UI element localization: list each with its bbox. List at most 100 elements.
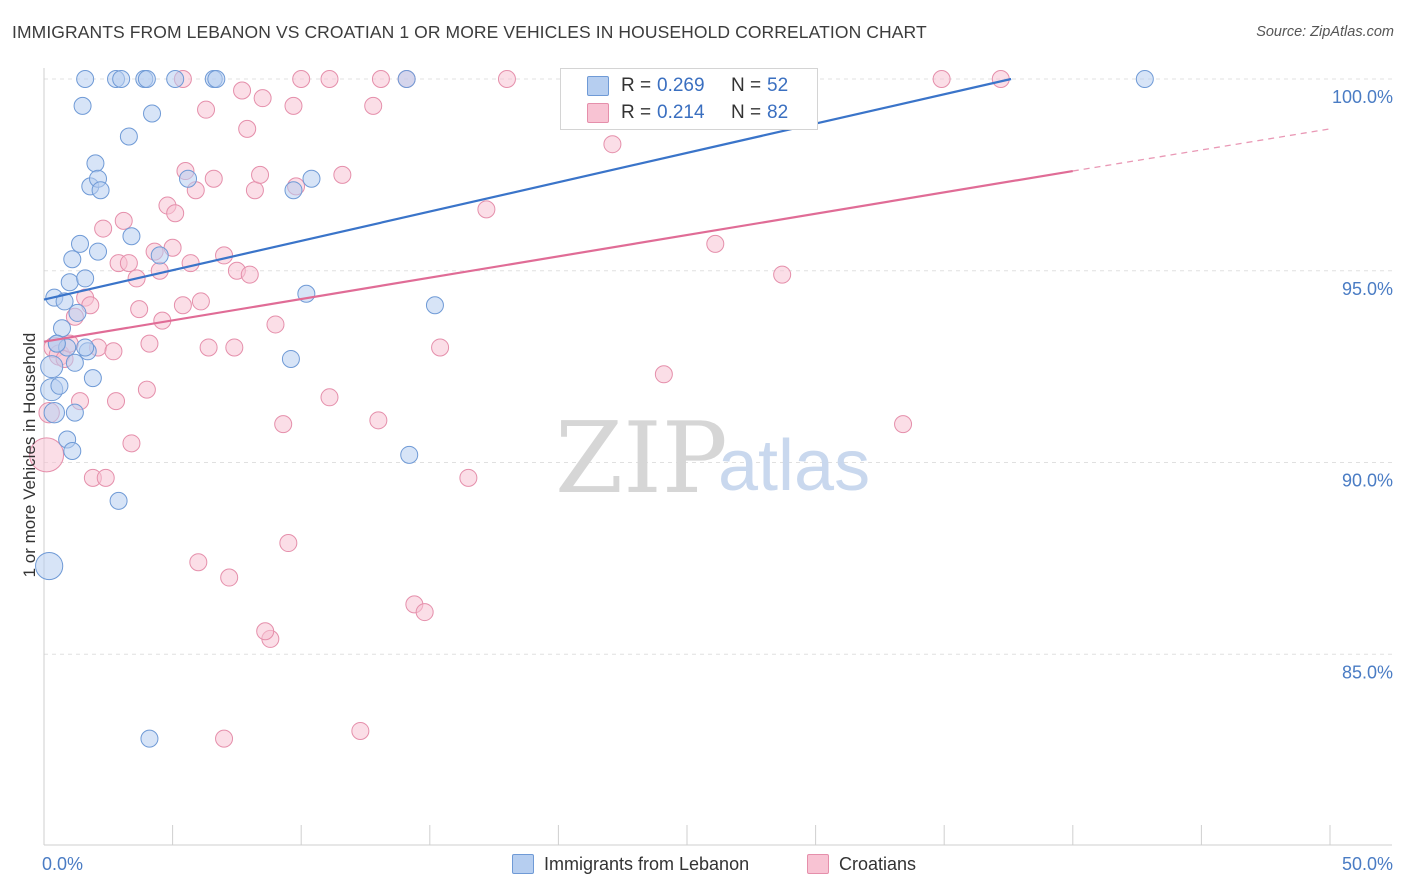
legend-n-value: 52 [767, 75, 789, 96]
tick-labels: 100.0% 95.0% 90.0% 85.0% 0.0% 50.0% [42, 87, 1393, 874]
lebanon-point [65, 403, 84, 422]
croatians-point [107, 392, 126, 411]
lebanon-point [1135, 70, 1154, 88]
croatians-point [189, 553, 208, 572]
lebanon-point [73, 96, 92, 115]
croatians-point [292, 70, 311, 88]
lebanon-point [55, 292, 74, 311]
croatians-point [706, 234, 725, 253]
lebanon-point [302, 169, 321, 188]
croatians-point [251, 165, 270, 184]
croatians-point [932, 70, 951, 88]
lebanon-point [122, 227, 141, 246]
correlation-legend: R = 0.269 N = 52 R = 0.214 N = 82 [560, 68, 818, 130]
croatians-point [96, 468, 115, 487]
croatians-point [204, 169, 223, 188]
croatians-point [279, 534, 298, 553]
croatians-point [191, 292, 210, 311]
croatians-point [130, 300, 149, 319]
croatians-point [220, 568, 239, 587]
croatians-point [166, 204, 185, 223]
gridlines [44, 78, 1392, 655]
legend-swatch-lebanon [512, 854, 534, 874]
croatians-point [431, 338, 450, 357]
lebanon-point [143, 104, 162, 123]
watermark-zip: ZIP [555, 402, 728, 516]
lebanon-point [65, 353, 84, 372]
x-tick-label: 50.0% [1342, 854, 1393, 874]
croatians-point [225, 338, 244, 357]
lebanon-point [207, 70, 226, 88]
croatians-point [320, 70, 339, 88]
y-tick-label: 100.0% [1332, 87, 1393, 107]
lebanon-point [397, 70, 416, 88]
legend-r-value: 0.214 [657, 102, 705, 123]
croatians-point [894, 415, 913, 434]
legend-r-label: R = [621, 102, 652, 123]
croatians-point [274, 415, 293, 434]
croatians-trend-extension [1072, 128, 1331, 172]
lebanon-point [76, 269, 95, 288]
lebanon-point [425, 296, 444, 315]
croatians-point [497, 70, 516, 88]
croatians-point [215, 246, 234, 265]
lebanon-point [50, 376, 69, 395]
lebanon-point [89, 242, 108, 261]
croatians-point [773, 265, 792, 284]
croatians-point [173, 296, 192, 315]
legend-swatch-croatians [807, 854, 829, 874]
croatians-point [104, 342, 123, 361]
croatians-point [199, 338, 218, 357]
croatians-point [256, 622, 275, 641]
lebanon-point [400, 445, 419, 464]
legend-label-croatians: Croatians [839, 854, 917, 874]
lebanon-point [68, 303, 87, 322]
y-axis-label: 1 or more Vehicles in Household [20, 333, 39, 578]
legend-n-value: 82 [767, 102, 789, 123]
lebanon-point [60, 273, 79, 292]
croatians-point [233, 81, 252, 100]
legend-swatch-croatians [587, 103, 609, 123]
lebanon-point [35, 551, 64, 581]
croatians-point [477, 200, 496, 219]
croatians-point [215, 729, 234, 748]
lebanon-point [83, 369, 102, 388]
croatians-point [114, 211, 133, 230]
croatians-trend-line [43, 169, 1073, 343]
croatians-point [333, 165, 352, 184]
lebanon-point [284, 181, 303, 200]
croatians-point [654, 365, 673, 384]
croatians-point [371, 70, 390, 88]
croatians-point [197, 100, 216, 119]
lebanon-point [281, 349, 300, 368]
lebanon-point [179, 169, 198, 188]
croatians-point [94, 219, 113, 238]
lebanon-point [166, 70, 185, 88]
croatians-point [238, 119, 257, 138]
lebanon-point [71, 234, 90, 253]
croatians-point [140, 334, 159, 353]
lebanon-point [53, 319, 72, 338]
croatians-point [603, 135, 622, 154]
lebanon-trend-line [43, 77, 1012, 301]
lebanon-point [63, 250, 82, 269]
croatians-point [415, 603, 434, 622]
legend-label-lebanon: Immigrants from Lebanon [544, 854, 750, 874]
croatians-point [351, 721, 370, 740]
croatians-point [122, 434, 141, 453]
lebanon-point [86, 154, 105, 173]
lebanon-point [109, 491, 128, 510]
lebanon-point [119, 127, 138, 146]
croatians-point [364, 96, 383, 115]
trend-lines [43, 77, 1331, 343]
lebanon-point [76, 338, 95, 357]
croatians-point [119, 254, 138, 273]
croatians-point [459, 468, 478, 487]
lebanon-point [43, 401, 65, 424]
y-tick-label: 90.0% [1342, 471, 1393, 491]
croatians-point [369, 411, 388, 430]
watermark-atlas: atlas [718, 426, 870, 506]
y-tick-label: 95.0% [1342, 279, 1393, 299]
y-tick-label: 85.0% [1342, 662, 1393, 682]
